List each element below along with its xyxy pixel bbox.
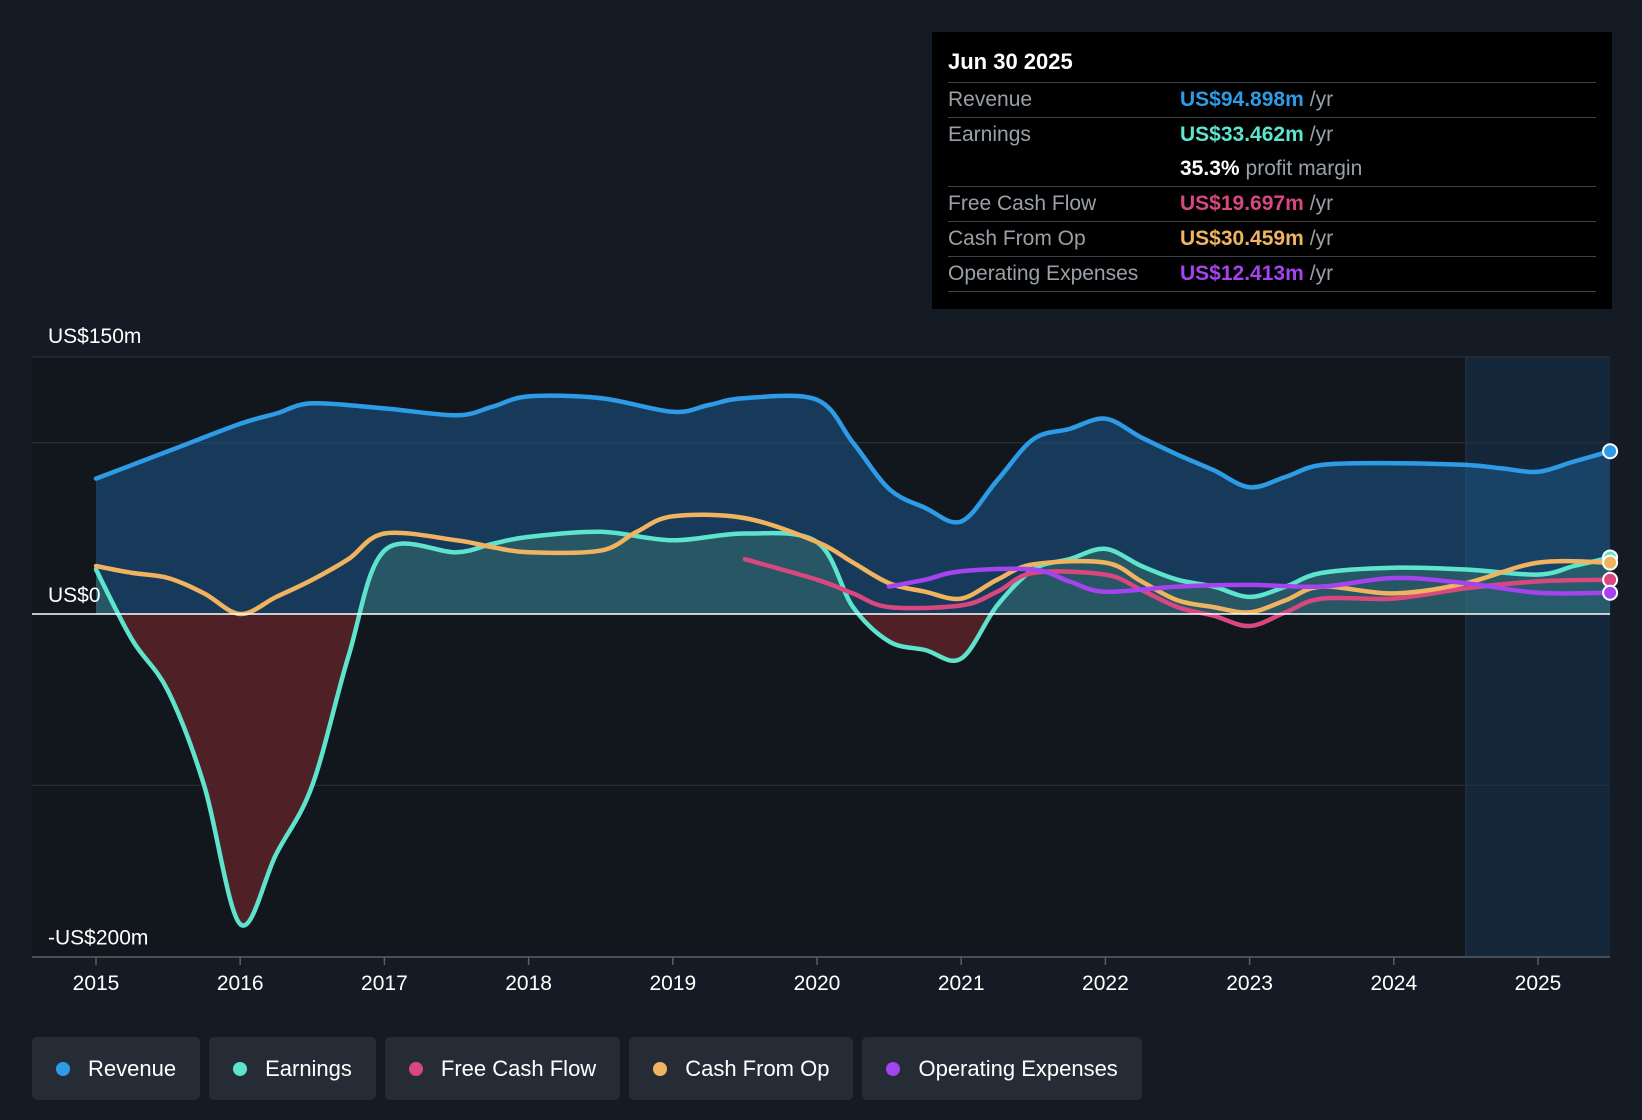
tooltip-unit: /yr xyxy=(1309,262,1334,285)
revenue-line xyxy=(93,393,1613,525)
tooltip-row-operating-expenses: Operating Expenses US$12.413m /yr xyxy=(948,256,1596,291)
tooltip-unit: /yr xyxy=(1309,192,1334,215)
x-tick-label: 2021 xyxy=(938,972,985,995)
revenue-endpoint xyxy=(1602,443,1619,460)
earnings-dot-icon xyxy=(233,1061,248,1076)
free-cash-flow-line xyxy=(742,556,1613,629)
cash-from-op-line xyxy=(93,512,1613,617)
tooltip-unit: /yr xyxy=(1309,123,1334,146)
operating-expenses-endpoint xyxy=(1602,584,1619,601)
y-tick-label: US$0 xyxy=(48,584,101,607)
cash-from-op-dot-icon xyxy=(653,1061,668,1076)
operating-expenses-line xyxy=(886,566,1613,596)
tooltip-value: US$33.462m xyxy=(1180,123,1304,146)
x-tick-label: 2019 xyxy=(649,972,696,995)
legend-item-free-cash-flow[interactable]: Free Cash Flow xyxy=(384,1037,621,1100)
chart: US$150m US$0 -US$200m 2015 2016 2017 2018 2019… xyxy=(32,325,1619,995)
y-tick-label: -US$200m xyxy=(48,927,148,950)
x-tick-label: 2017 xyxy=(361,972,408,995)
legend: Revenue Earnings Free Cash Flow Cash Fro… xyxy=(32,1037,1142,1100)
earnings-negative-area xyxy=(96,614,1611,926)
tooltip-value: 35.3% xyxy=(1180,157,1240,180)
x-tick-label: 2024 xyxy=(1370,972,1417,995)
revenue-dot-icon xyxy=(56,1061,70,1076)
tooltip-row-cash-from-op: Cash From Op US$30.459m /yr xyxy=(948,221,1596,256)
x-tick-label: 2018 xyxy=(505,972,552,995)
x-tick-label: 2022 xyxy=(1082,972,1129,995)
x-tick-label: 2020 xyxy=(794,972,841,995)
series-endpoints xyxy=(1602,443,1619,601)
tooltip-row-earnings: Earnings US$33.462m /yr xyxy=(948,117,1596,152)
forecast-region xyxy=(1465,357,1610,957)
legend-label: Cash From Op xyxy=(685,1055,830,1081)
legend-item-earnings[interactable]: Earnings xyxy=(209,1037,376,1100)
legend-item-cash-from-op[interactable]: Cash From Op xyxy=(629,1037,854,1100)
tooltip-label: Cash From Op xyxy=(948,227,1086,250)
tooltip-label: Revenue xyxy=(948,88,1033,111)
tooltip-value: US$19.697m xyxy=(1180,192,1304,215)
data-tooltip: Jun 30 2025 Revenue US$94.898m /yr Earni… xyxy=(932,32,1612,309)
x-tick-label: 2023 xyxy=(1226,972,1273,995)
tooltip-unit: profit margin xyxy=(1245,157,1363,180)
tooltip-divider xyxy=(948,291,1596,292)
tooltip-value: US$94.898m xyxy=(1180,88,1304,111)
free-cash-flow-dot-icon xyxy=(408,1061,423,1076)
legend-item-operating-expenses[interactable]: Operating Expenses xyxy=(862,1037,1142,1100)
tooltip-label: Free Cash Flow xyxy=(948,192,1097,215)
tooltip-unit: /yr xyxy=(1309,227,1334,250)
tooltip-label: Earnings xyxy=(948,123,1031,146)
series-lines xyxy=(93,393,1613,928)
x-tick-label: 2015 xyxy=(73,972,120,995)
x-tick-labels: 2015 2016 2017 2018 2019 2020 2021 2022 2023 2024… xyxy=(73,957,1562,995)
legend-label: Operating Expenses xyxy=(918,1055,1118,1081)
tooltip-row-revenue: Revenue US$94.898m /yr xyxy=(948,82,1596,117)
tooltip-row-free-cash-flow: Free Cash Flow US$19.697m /yr xyxy=(948,186,1596,221)
tooltip-value: US$12.413m xyxy=(1180,262,1304,285)
tooltip-value: US$30.459m xyxy=(1180,227,1304,250)
legend-label: Free Cash Flow xyxy=(440,1055,597,1081)
y-tick-labels: US$150m US$0 -US$200m xyxy=(48,325,148,950)
legend-label: Earnings xyxy=(265,1055,352,1081)
legend-label: Revenue xyxy=(88,1055,177,1081)
free-cash-flow-endpoint xyxy=(1602,571,1619,588)
cash-from-op-endpoint xyxy=(1602,554,1619,571)
tooltip-date: Jun 30 2025 xyxy=(948,49,1073,74)
tooltip-label: Operating Expenses xyxy=(948,262,1139,285)
y-tick-label: US$150m xyxy=(48,325,141,348)
x-tick-label: 2016 xyxy=(217,972,264,995)
x-tick-label: 2025 xyxy=(1515,972,1562,995)
operating-expenses-dot-icon xyxy=(886,1061,901,1076)
tooltip-row-profit-margin: 35.3% profit margin xyxy=(948,152,1596,186)
tooltip-unit: /yr xyxy=(1309,88,1334,111)
revenue-area xyxy=(96,395,1611,614)
legend-item-revenue[interactable]: Revenue xyxy=(32,1037,201,1100)
